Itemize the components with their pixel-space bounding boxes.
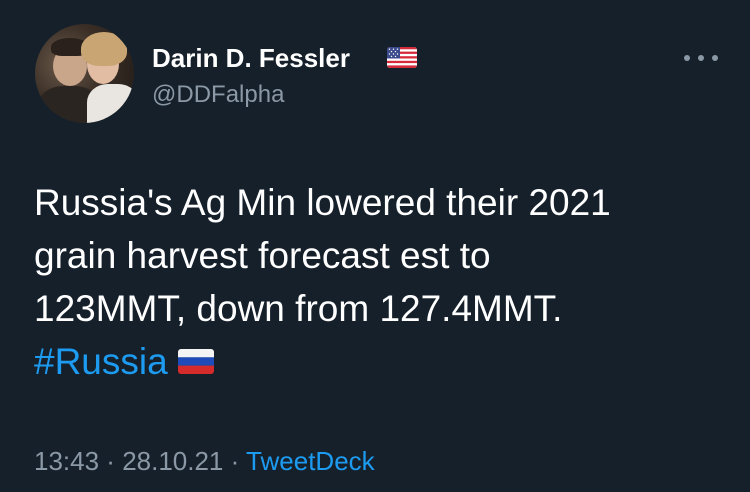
tweet-line: Russia's Ag Min lowered their 2021 (34, 182, 611, 223)
more-dot (712, 55, 718, 61)
avatar-person-2-shirt (87, 84, 134, 123)
avatar-person-1-hair (51, 38, 89, 56)
tweet-time[interactable]: 13:43 (34, 446, 100, 476)
us-flag-icon (387, 47, 417, 68)
tweet-line: grain harvest forecast est to (34, 235, 491, 276)
tweet-body: Russia's Ag Min lowered their 2021 grain… (34, 176, 724, 388)
tweet-source-link[interactable]: TweetDeck (246, 446, 375, 476)
meta-separator: · (99, 446, 123, 476)
author-display-name[interactable]: Darin D. Fessler (152, 43, 350, 73)
russia-flag-icon (177, 348, 214, 374)
avatar[interactable] (35, 24, 134, 123)
tweet-meta: 13:43 · 28.10.21 · TweetDeck (34, 444, 375, 478)
tweet-date[interactable]: 28.10.21 (122, 446, 224, 476)
avatar-person-2-hair (81, 32, 127, 66)
more-dot (698, 55, 704, 61)
more-dot (684, 55, 690, 61)
meta-separator: · (223, 446, 247, 476)
more-options-icon[interactable] (684, 50, 718, 66)
tweet-line: 123MMT, down from 127.4MMT. (34, 288, 563, 329)
hashtag-line: #Russia (34, 335, 724, 388)
author-handle[interactable]: @DDFalpha (152, 81, 285, 108)
hashtag-link[interactable]: #Russia (34, 341, 168, 382)
